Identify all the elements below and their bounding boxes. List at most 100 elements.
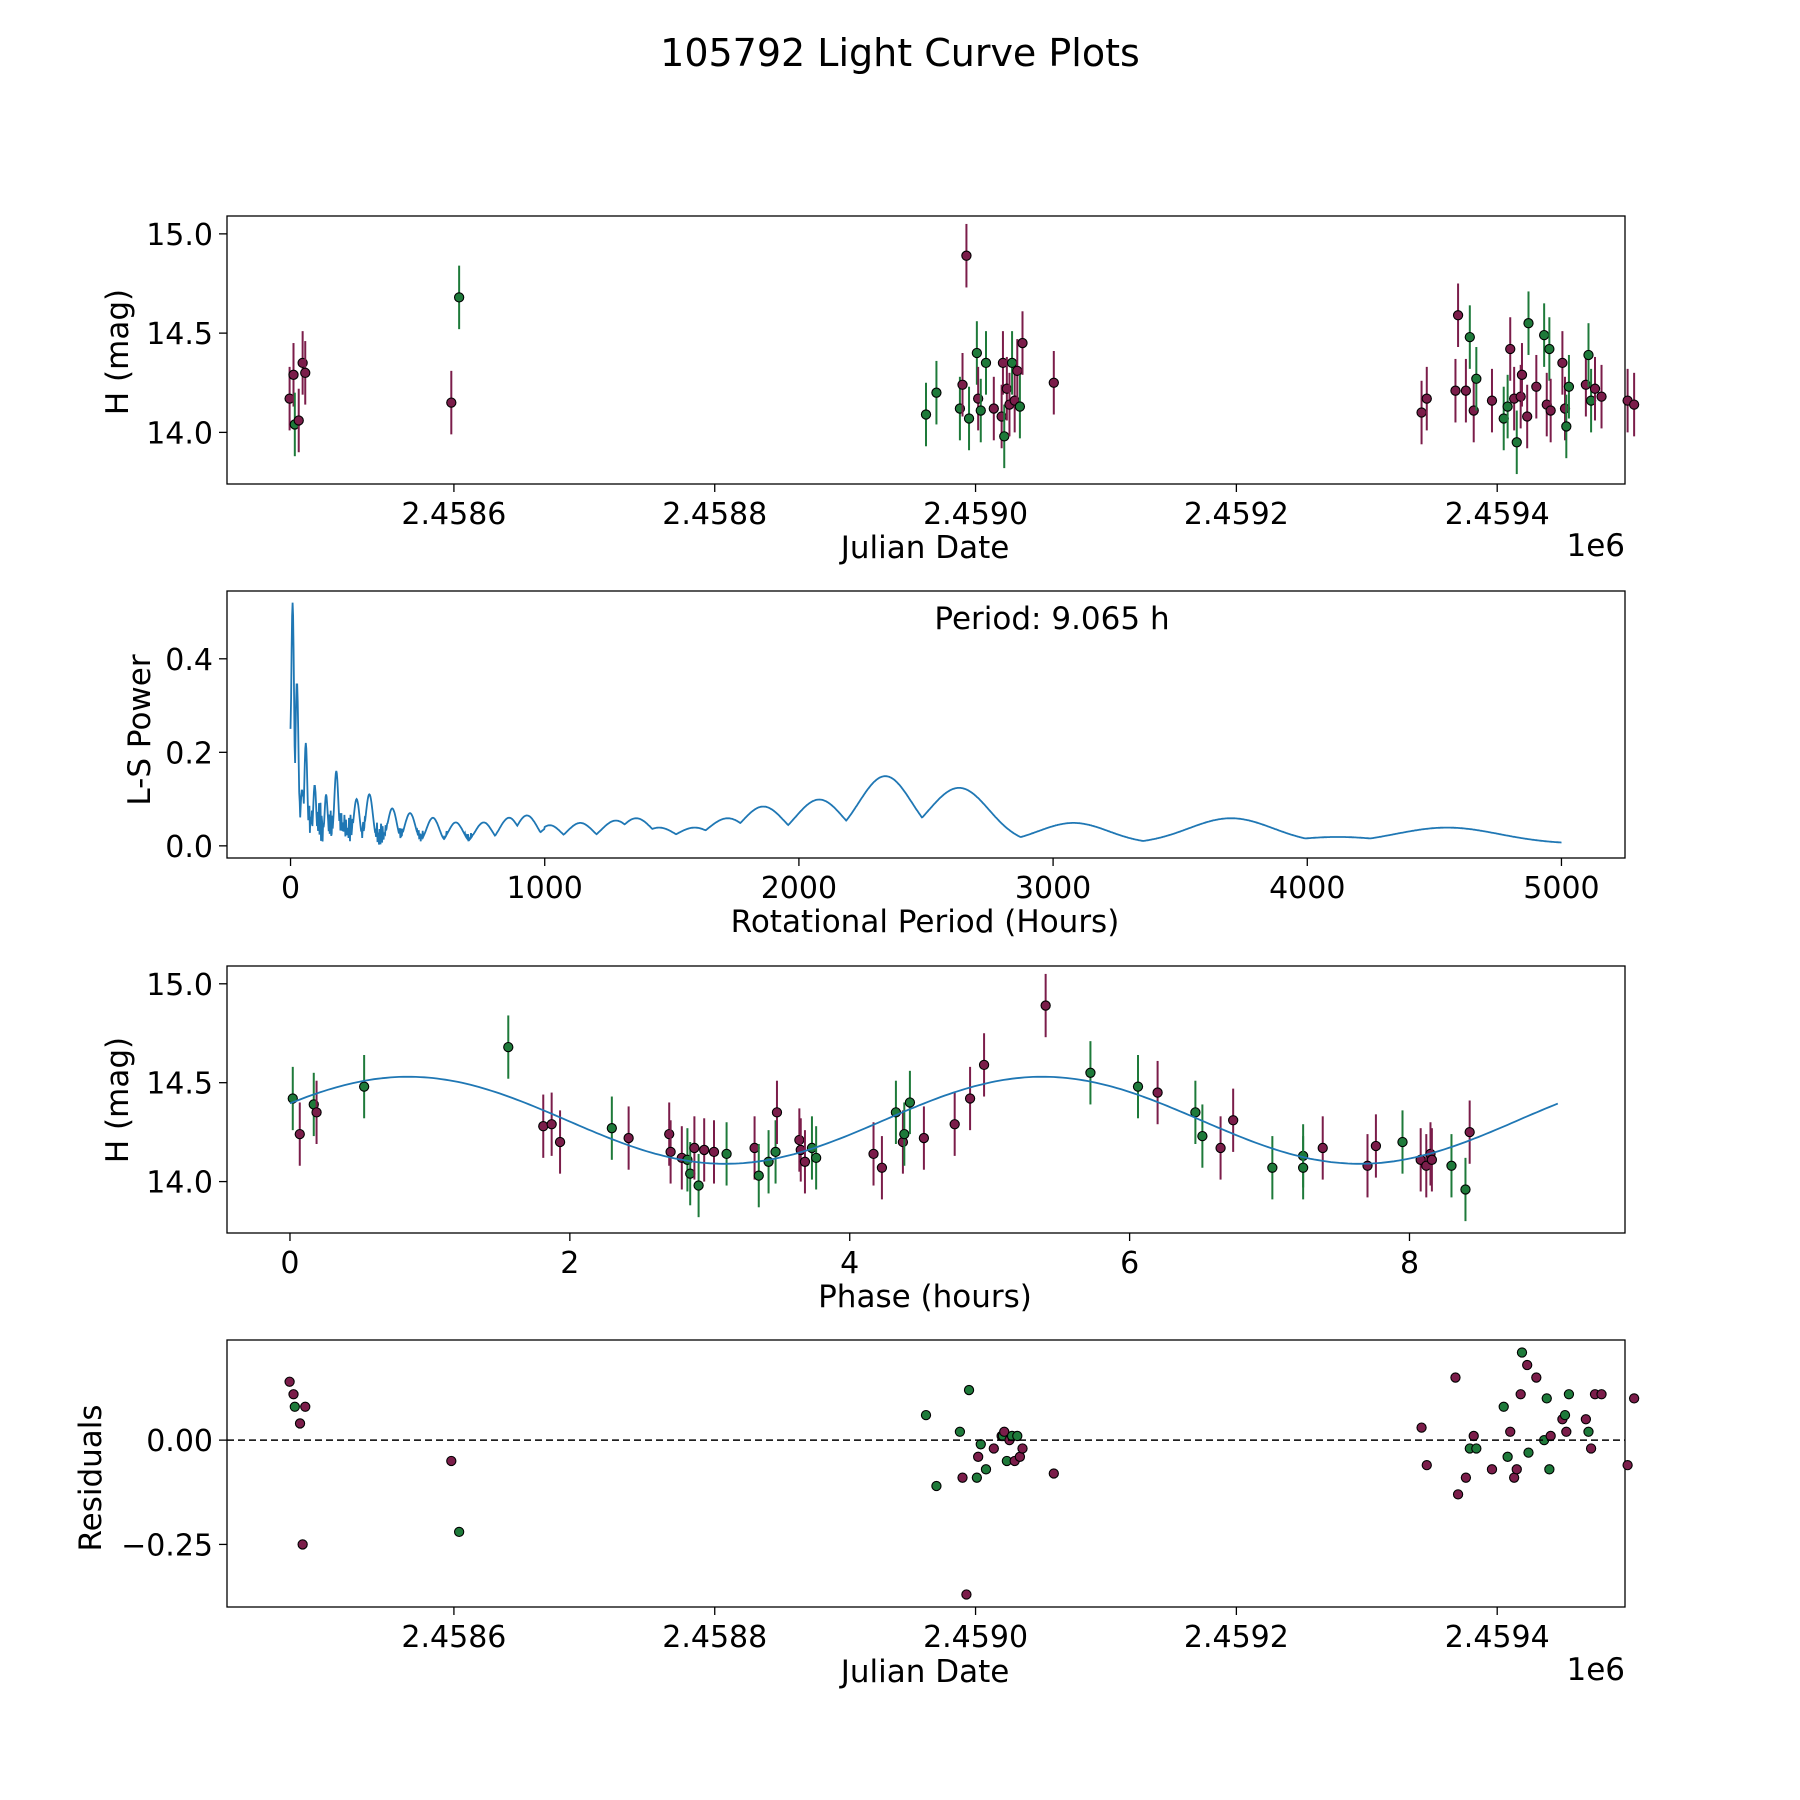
- phased-x-tick-label: 6: [1120, 1246, 1139, 1281]
- lightcurve-x-tick-label: 2.4590: [923, 497, 1028, 532]
- data-point: [1544, 343, 1555, 355]
- data-point: [1541, 1393, 1552, 1404]
- phased-y-tick-label: 14.5: [146, 1067, 213, 1102]
- data-point: [1515, 1389, 1526, 1400]
- periodogram-y-tick-label: 0.4: [165, 643, 213, 678]
- data-point: [294, 1418, 306, 1429]
- data-point: [1450, 385, 1461, 396]
- periodogram-frame: [226, 590, 1626, 859]
- data-point: [1228, 1115, 1239, 1126]
- data-point: [975, 1439, 986, 1450]
- data-point: [1317, 1142, 1328, 1154]
- lightcurve-axes: 2.4586 2.4588 2.4590 2.4592 2.4594 14.0 14.5 15…: [146, 215, 1626, 532]
- data-point: [1468, 1430, 1479, 1442]
- data-point: [1523, 318, 1534, 329]
- data-point: [1452, 310, 1464, 321]
- data-point: [1012, 365, 1023, 376]
- data-point: [1561, 421, 1572, 432]
- data-point: [546, 1119, 557, 1130]
- lightcurve-y-tick-label: 15.0: [146, 218, 213, 253]
- data-point: [1446, 1160, 1457, 1171]
- periodogram-y-tick-label: 0.2: [165, 736, 213, 771]
- data-point: [1017, 1443, 1028, 1454]
- data-point: [721, 1148, 732, 1160]
- data-point: [1585, 1443, 1597, 1454]
- data-point: [1421, 393, 1432, 404]
- residuals-offset-label: 1e6: [1566, 1652, 1625, 1688]
- data-point: [931, 387, 942, 398]
- data-point: [1370, 1140, 1382, 1152]
- periodogram-line: [289, 602, 1562, 845]
- residuals-x-tick-label: 2.4586: [401, 1620, 506, 1655]
- lightcurve-x-tick-label: 2.4586: [401, 497, 506, 532]
- lightcurve-xlabel: Julian Date: [839, 530, 1010, 566]
- data-point: [1486, 395, 1498, 406]
- data-point: [311, 1107, 322, 1118]
- data-point: [288, 1389, 299, 1400]
- phased-ylabel: H (mag): [100, 1037, 136, 1163]
- data-point: [1628, 399, 1640, 410]
- data-point: [1464, 1126, 1475, 1138]
- data-point: [1498, 1401, 1509, 1412]
- panel-phased: H (mag) Phase (hours): [100, 1037, 1032, 1315]
- data-point: [1505, 343, 1516, 355]
- residuals-ylabel: Residuals: [73, 1404, 109, 1551]
- residuals-xlabel: Julian Date: [839, 1654, 1010, 1690]
- data-point: [1416, 407, 1427, 418]
- data-point: [771, 1107, 783, 1118]
- data-point: [961, 250, 972, 261]
- data-point: [904, 1097, 916, 1108]
- periodogram-ylabel: L-S Power: [122, 654, 158, 805]
- data-point: [1048, 1468, 1059, 1479]
- data-point: [1544, 1464, 1555, 1475]
- data-point: [920, 409, 932, 420]
- lightcurve-x-tick-label: 2.4592: [1184, 497, 1289, 532]
- data-point: [1362, 1160, 1373, 1171]
- data-point: [988, 403, 999, 414]
- residuals-x-tick-label: 2.4592: [1184, 1620, 1289, 1655]
- data-point: [293, 415, 304, 426]
- data-point: [1471, 373, 1482, 384]
- data-point: [1152, 1087, 1163, 1098]
- data-point: [1450, 1372, 1461, 1383]
- phased-xlabel: Phase (hours): [818, 1279, 1032, 1315]
- lightcurve-y-tick-label: 14.5: [146, 317, 213, 352]
- data-point: [971, 347, 983, 359]
- data-point: [1516, 1347, 1528, 1358]
- periodogram-x-tick-label: 5000: [1523, 871, 1599, 906]
- data-point: [1421, 1460, 1432, 1471]
- periodogram-x-tick-label: 2000: [761, 871, 837, 906]
- data-point: [980, 1464, 992, 1475]
- panel-lightcurve: H (mag) Julian Date 1e6: [100, 289, 1625, 566]
- data-point: [1596, 1389, 1607, 1400]
- data-point: [606, 1123, 617, 1134]
- data-point: [1502, 401, 1513, 412]
- residuals-frame: [226, 1339, 1626, 1608]
- data-point: [868, 1148, 879, 1160]
- data-point: [288, 369, 299, 380]
- data-point: [1215, 1142, 1226, 1154]
- data-point: [300, 367, 311, 378]
- data-point: [693, 1180, 704, 1191]
- residuals-y-tick-label: −0.25: [121, 1528, 213, 1563]
- data-point: [1531, 381, 1542, 392]
- data-point: [949, 1119, 960, 1130]
- data-point: [289, 1401, 300, 1412]
- data-point: [999, 431, 1010, 442]
- data-point: [1132, 1081, 1144, 1092]
- data-point: [1460, 1184, 1471, 1195]
- data-point: [446, 1455, 457, 1467]
- data-point: [1085, 1067, 1096, 1078]
- data-point: [453, 292, 465, 303]
- data-point: [1511, 1464, 1522, 1475]
- data-point: [1583, 349, 1594, 361]
- data-point: [623, 1132, 634, 1144]
- phased-points: [287, 973, 1475, 1222]
- data-point: [297, 1539, 308, 1550]
- phased-x-tick-label: 2: [560, 1246, 579, 1281]
- data-point: [1502, 1451, 1513, 1462]
- lightcurve-x-tick-label: 2.4594: [1445, 497, 1550, 532]
- data-point: [1040, 1000, 1051, 1011]
- data-point: [1516, 369, 1528, 380]
